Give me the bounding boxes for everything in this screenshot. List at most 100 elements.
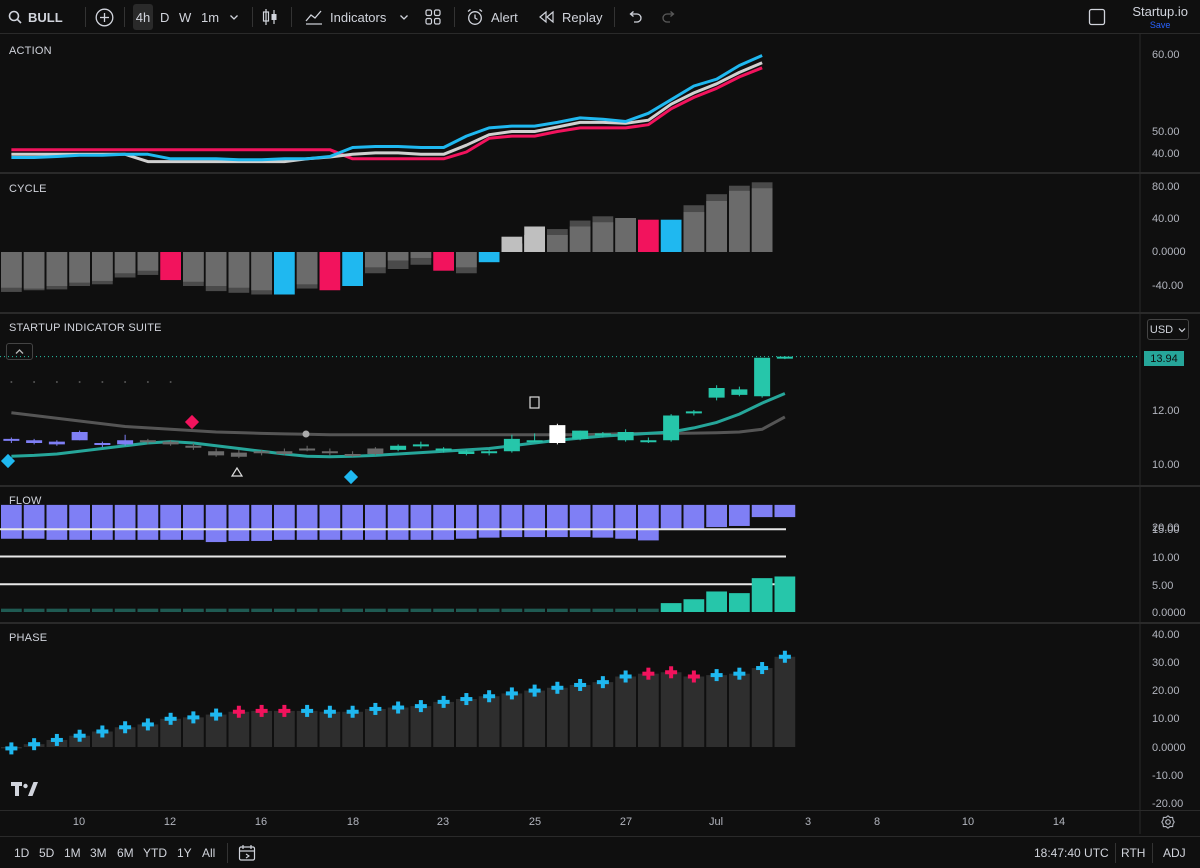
range-1y-button[interactable]: 1Y xyxy=(177,846,192,860)
phase-cross-marker xyxy=(487,690,492,703)
cycle-bar-inner xyxy=(547,235,568,252)
date-tick: 12 xyxy=(163,816,177,828)
range-6m-button[interactable]: 6M xyxy=(117,846,134,860)
phase-cross-marker xyxy=(327,705,332,718)
timeframe-1m-button[interactable]: 1m xyxy=(201,9,220,25)
indicators-chart-icon xyxy=(305,10,322,25)
chart-type-button[interactable] xyxy=(262,0,278,34)
clock-display[interactable]: 18:47:40 UTC xyxy=(1034,846,1109,860)
flow-band-bar xyxy=(92,504,113,540)
compare-symbol-button[interactable] xyxy=(95,0,114,34)
flow-pane xyxy=(0,504,796,612)
undo-icon xyxy=(629,11,642,23)
price-axis-label: 10.00 xyxy=(1152,552,1180,564)
save-layout-button[interactable]: Startup.io Save xyxy=(1132,0,1188,34)
range-5d-button[interactable]: 5D xyxy=(39,846,55,860)
date-tick: 27 xyxy=(619,816,633,828)
date-tick: 23 xyxy=(436,816,450,828)
phase-bar xyxy=(524,690,545,747)
range-1m-button[interactable]: 1M xyxy=(64,846,81,860)
flow-volume-bar xyxy=(228,608,250,612)
grid-layout-icon xyxy=(425,9,441,25)
adjust-data-button[interactable]: ADJ xyxy=(1163,846,1186,860)
range-ytd-button[interactable]: YTD xyxy=(143,846,167,860)
phase-bar xyxy=(683,676,705,747)
phase-cross-marker xyxy=(373,702,378,715)
date-tick: 16 xyxy=(254,816,268,828)
cycle-bar-inner xyxy=(114,252,136,274)
replay-button[interactable]: Replay xyxy=(539,0,602,34)
timeframe-w-button[interactable]: W xyxy=(179,9,192,25)
indicators-button[interactable]: Indicators xyxy=(305,0,386,34)
phase-cross-marker xyxy=(396,701,401,714)
indicators-dropdown-button[interactable] xyxy=(399,0,409,34)
timeframe-d-button[interactable]: D xyxy=(160,9,170,25)
flow-volume-bar xyxy=(365,608,386,612)
redo-icon xyxy=(662,11,675,23)
candle-body xyxy=(458,451,475,454)
price-axis-label: 0.0000 xyxy=(1152,246,1186,258)
symbol-search-button[interactable]: BULL xyxy=(8,0,63,34)
timeframe-dropdown-button[interactable] xyxy=(229,0,239,34)
toolbar-divider xyxy=(1152,843,1153,863)
currency-dropdown[interactable]: USD xyxy=(1147,319,1189,340)
alert-label: Alert xyxy=(491,9,518,25)
phase-cross-marker xyxy=(600,676,605,689)
signal-dot xyxy=(78,381,81,383)
range-all-button[interactable]: All xyxy=(202,846,216,860)
last-price-tag: 13.94 xyxy=(1144,351,1184,366)
candle-body xyxy=(208,451,225,456)
redo-button[interactable] xyxy=(661,0,677,34)
phase-bar xyxy=(706,675,727,747)
range-3m-button[interactable]: 3M xyxy=(90,846,107,860)
flow-band-bar xyxy=(114,504,136,540)
cycle-bar-inner xyxy=(137,252,159,271)
timeframe-4h-button[interactable]: 4h xyxy=(133,4,153,30)
phase-bar xyxy=(774,656,796,747)
alarm-clock-icon xyxy=(467,8,483,25)
undo-button[interactable] xyxy=(627,0,643,34)
toolbar-divider xyxy=(124,7,125,27)
top-toolbar: BULL 4h D W 1m Indicators Alert Replay xyxy=(0,0,1200,34)
phase-bar xyxy=(160,718,181,747)
action-series-line xyxy=(11,61,763,164)
alert-button[interactable]: Alert xyxy=(466,0,518,34)
candle-body xyxy=(139,440,156,443)
session-button[interactable]: RTH xyxy=(1121,846,1146,860)
calendar-goto-date-icon[interactable] xyxy=(238,844,256,862)
flow-volume-bar xyxy=(456,608,477,612)
settings-gear-icon[interactable] xyxy=(1161,815,1175,829)
range-1d-button[interactable]: 1D xyxy=(14,846,30,860)
candle-body xyxy=(594,433,611,436)
candle-body xyxy=(162,441,179,445)
chevron-down-icon xyxy=(400,15,408,20)
phase-bar xyxy=(365,708,386,747)
signal-dot xyxy=(33,381,36,383)
time-axis[interactable]: 10 12 16 18 23 25 27 Jul 3 8 10 14 xyxy=(0,810,1200,834)
flow-volume-bar xyxy=(410,608,432,612)
price-axis-label: 50.00 xyxy=(1152,126,1180,138)
flow-band-bar xyxy=(638,504,659,541)
chart-area[interactable]: 60.00 50.00 40.00 80.00 40.00 0.0000 -40.00 12.… xyxy=(0,34,1200,834)
tradingview-logo[interactable] xyxy=(11,781,39,797)
chart-canvas[interactable]: 60.00 50.00 40.00 80.00 40.00 0.0000 -40.00 12.… xyxy=(0,34,1200,834)
flow-volume-bar xyxy=(205,608,227,612)
date-tick: 3 xyxy=(804,816,812,828)
cycle-bar-inner xyxy=(751,188,773,252)
collapse-legend-button[interactable] xyxy=(6,343,33,360)
signal-dot xyxy=(55,381,58,383)
flow-band-bar xyxy=(478,504,500,538)
cycle-bar-outer xyxy=(160,252,181,281)
fullscreen-toggle-button[interactable] xyxy=(1088,0,1106,34)
flow-volume-bar xyxy=(296,608,318,612)
flow-band-bar xyxy=(569,504,591,538)
cycle-bar-inner xyxy=(387,252,409,261)
layouts-button[interactable] xyxy=(425,0,441,34)
candle-body xyxy=(481,451,498,454)
price-axis-label: 40.00 xyxy=(1152,629,1180,641)
price-axis-label: 0.0000 xyxy=(1152,607,1186,619)
candle-body xyxy=(435,448,452,451)
phase-cross-marker xyxy=(123,721,128,734)
phase-bar xyxy=(501,693,523,747)
phase-bar xyxy=(228,711,250,747)
